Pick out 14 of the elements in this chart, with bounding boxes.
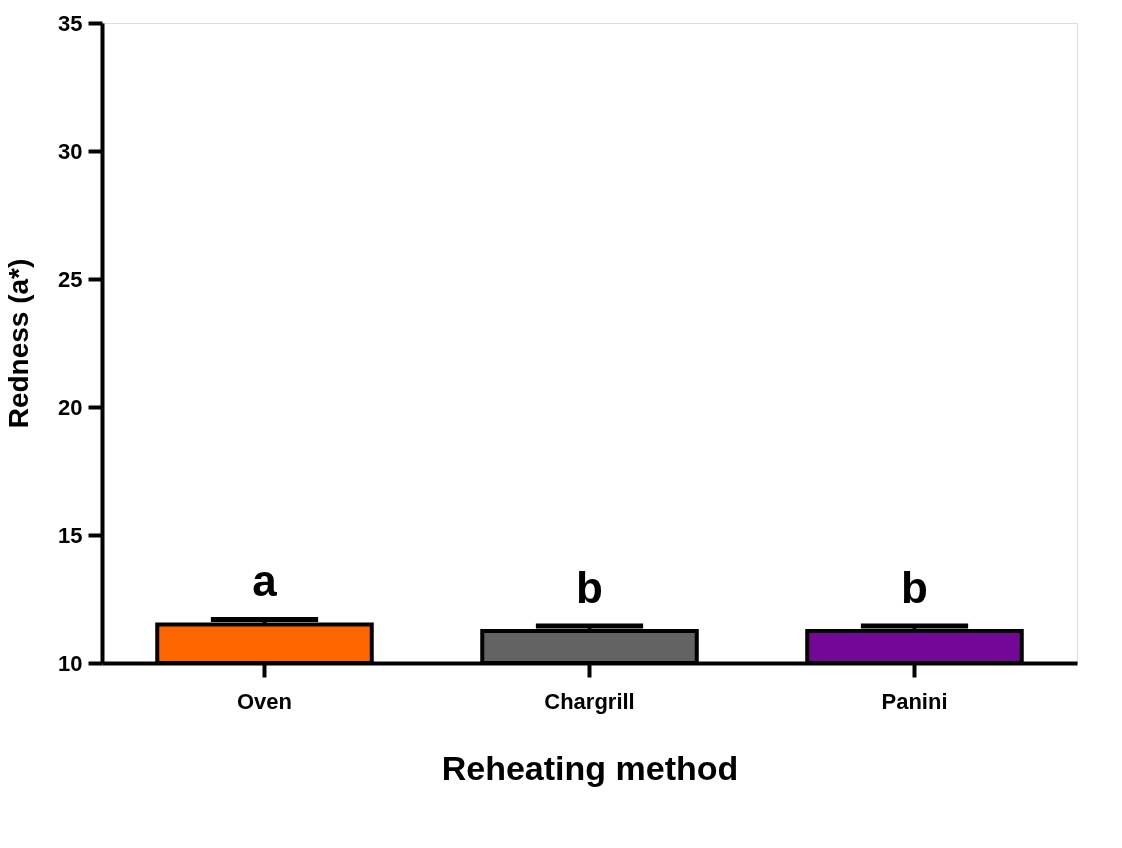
x-tick-label: Oven bbox=[236, 688, 293, 714]
annotation: a bbox=[252, 556, 278, 606]
y-axis-title: Redness (a*) bbox=[3, 258, 35, 429]
y-tick-label: 30 bbox=[58, 138, 83, 164]
y-tick-label: 20 bbox=[58, 394, 83, 420]
annotation: b bbox=[901, 562, 928, 612]
y-tick-label: 35 bbox=[58, 10, 83, 36]
y-tick-label: 25 bbox=[58, 266, 83, 292]
x-tick-label: Panini bbox=[881, 688, 948, 714]
x-axis-title: Reheating method bbox=[441, 748, 739, 787]
annotation: b bbox=[576, 562, 603, 612]
x-tick-label: Chargrill bbox=[544, 688, 635, 714]
y-tick-label: 15 bbox=[58, 522, 83, 548]
y-tick-label: 10 bbox=[58, 650, 83, 676]
